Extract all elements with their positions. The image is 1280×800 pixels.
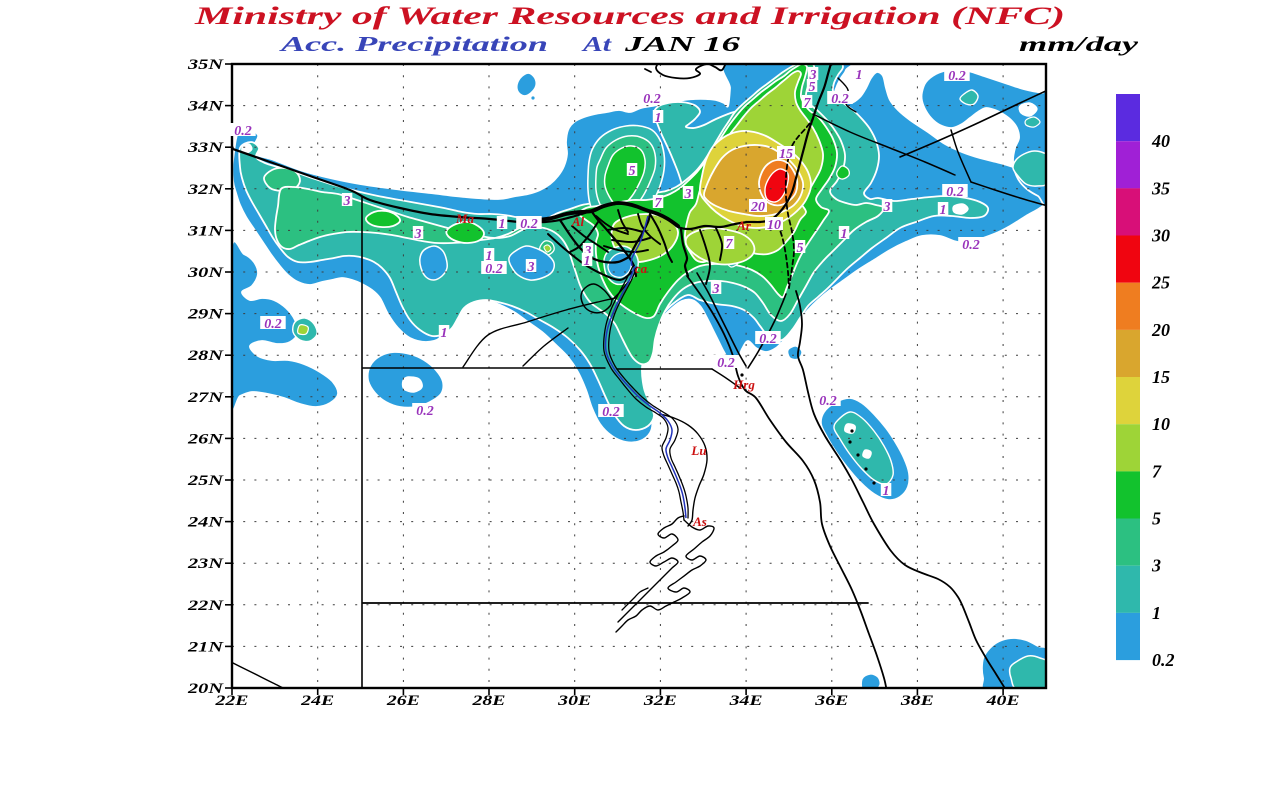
svg-text:10: 10 — [1152, 414, 1170, 434]
svg-text:34N: 34N — [187, 99, 225, 115]
svg-text:0.2: 0.2 — [948, 69, 966, 84]
svg-text:38E: 38E — [900, 693, 934, 709]
svg-text:1: 1 — [584, 254, 591, 269]
svg-text:35: 35 — [1151, 178, 1170, 198]
svg-text:0.2: 0.2 — [962, 238, 980, 253]
svg-text:1: 1 — [1152, 603, 1161, 623]
svg-text:28E: 28E — [471, 693, 505, 709]
svg-text:36E: 36E — [814, 693, 848, 709]
svg-text:40E: 40E — [985, 693, 1019, 709]
svg-text:10: 10 — [767, 218, 781, 233]
svg-text:0.2: 0.2 — [234, 124, 252, 139]
svg-text:33N: 33N — [187, 140, 225, 156]
svg-text:Hrg: Hrg — [732, 377, 755, 392]
svg-text:Ma: Ma — [455, 211, 475, 226]
svg-text:35N: 35N — [187, 57, 225, 73]
svg-text:7: 7 — [1152, 461, 1162, 481]
svg-text:0.2: 0.2 — [717, 356, 735, 371]
svg-text:28N: 28N — [187, 348, 225, 364]
svg-text:0.2: 0.2 — [485, 262, 503, 277]
svg-text:At: At — [580, 32, 612, 56]
svg-text:3: 3 — [883, 200, 891, 215]
svg-text:1: 1 — [883, 484, 890, 499]
svg-text:3: 3 — [343, 194, 351, 209]
svg-text:0.2: 0.2 — [416, 404, 434, 419]
svg-text:0.2: 0.2 — [520, 217, 538, 232]
svg-text:27N: 27N — [187, 390, 225, 406]
svg-text:1: 1 — [499, 217, 506, 232]
svg-text:24N: 24N — [187, 515, 225, 531]
svg-text:3: 3 — [684, 187, 692, 202]
svg-text:20: 20 — [1151, 320, 1170, 340]
svg-text:7: 7 — [655, 196, 663, 211]
svg-text:As: As — [692, 514, 707, 529]
svg-text:0.2: 0.2 — [602, 405, 620, 420]
svg-text:15: 15 — [779, 147, 793, 162]
svg-text:40: 40 — [1151, 131, 1170, 151]
svg-text:15: 15 — [1152, 367, 1170, 387]
svg-text:1: 1 — [856, 68, 863, 83]
svg-text:0.2: 0.2 — [643, 92, 661, 107]
svg-text:20N: 20N — [187, 681, 225, 697]
svg-text:5: 5 — [1152, 509, 1161, 529]
svg-text:3: 3 — [414, 227, 422, 242]
svg-text:0.2: 0.2 — [831, 92, 849, 107]
svg-text:21N: 21N — [187, 639, 225, 655]
svg-text:22E: 22E — [214, 693, 248, 709]
svg-text:Acc. Precipitation: Acc. Precipitation — [278, 32, 548, 56]
svg-text:3: 3 — [584, 244, 592, 259]
svg-text:mm/day: mm/day — [1019, 32, 1139, 56]
svg-text:32E: 32E — [643, 693, 677, 709]
svg-text:29N: 29N — [187, 307, 225, 323]
svg-text:0.2: 0.2 — [946, 185, 964, 200]
svg-text:1: 1 — [841, 227, 848, 242]
svg-text:ca: ca — [635, 261, 648, 276]
svg-text:1: 1 — [940, 203, 947, 218]
svg-text:30N: 30N — [187, 265, 225, 281]
svg-text:23N: 23N — [187, 556, 225, 572]
svg-text:0.2: 0.2 — [759, 332, 777, 347]
svg-text:3: 3 — [527, 260, 535, 275]
svg-text:26E: 26E — [386, 693, 420, 709]
svg-text:0.2: 0.2 — [264, 317, 282, 332]
svg-text:3: 3 — [809, 68, 817, 83]
svg-text:5: 5 — [809, 80, 816, 95]
svg-text:0.2: 0.2 — [1152, 650, 1175, 670]
svg-text:5: 5 — [629, 164, 636, 179]
svg-text:Lu: Lu — [690, 443, 706, 458]
svg-text:3: 3 — [1151, 556, 1161, 576]
svg-text:3: 3 — [712, 282, 720, 297]
svg-text:20: 20 — [750, 200, 765, 215]
svg-text:25N: 25N — [187, 473, 225, 489]
svg-text:7: 7 — [726, 237, 734, 252]
svg-text:1: 1 — [655, 111, 662, 126]
svg-text:Ministry of Water Resources an: Ministry of Water Resources and Irrigati… — [193, 3, 1065, 30]
svg-text:32N: 32N — [187, 182, 225, 198]
svg-text:22N: 22N — [187, 598, 225, 614]
svg-text:24E: 24E — [300, 693, 334, 709]
svg-text:26N: 26N — [187, 431, 225, 447]
svg-text:30: 30 — [1151, 226, 1170, 246]
svg-text:JAN 16: JAN 16 — [623, 32, 741, 56]
svg-text:31N: 31N — [187, 223, 225, 239]
svg-text:5: 5 — [797, 241, 804, 256]
svg-text:1: 1 — [486, 249, 493, 264]
svg-text:Ar: Ar — [736, 218, 752, 233]
svg-text:34E: 34E — [728, 693, 762, 709]
svg-text:0.2: 0.2 — [819, 394, 837, 409]
svg-text:30E: 30E — [557, 693, 591, 709]
svg-text:25: 25 — [1151, 273, 1170, 293]
svg-text:Al: Al — [571, 214, 585, 229]
svg-text:1: 1 — [441, 326, 448, 341]
svg-text:7: 7 — [804, 96, 812, 111]
